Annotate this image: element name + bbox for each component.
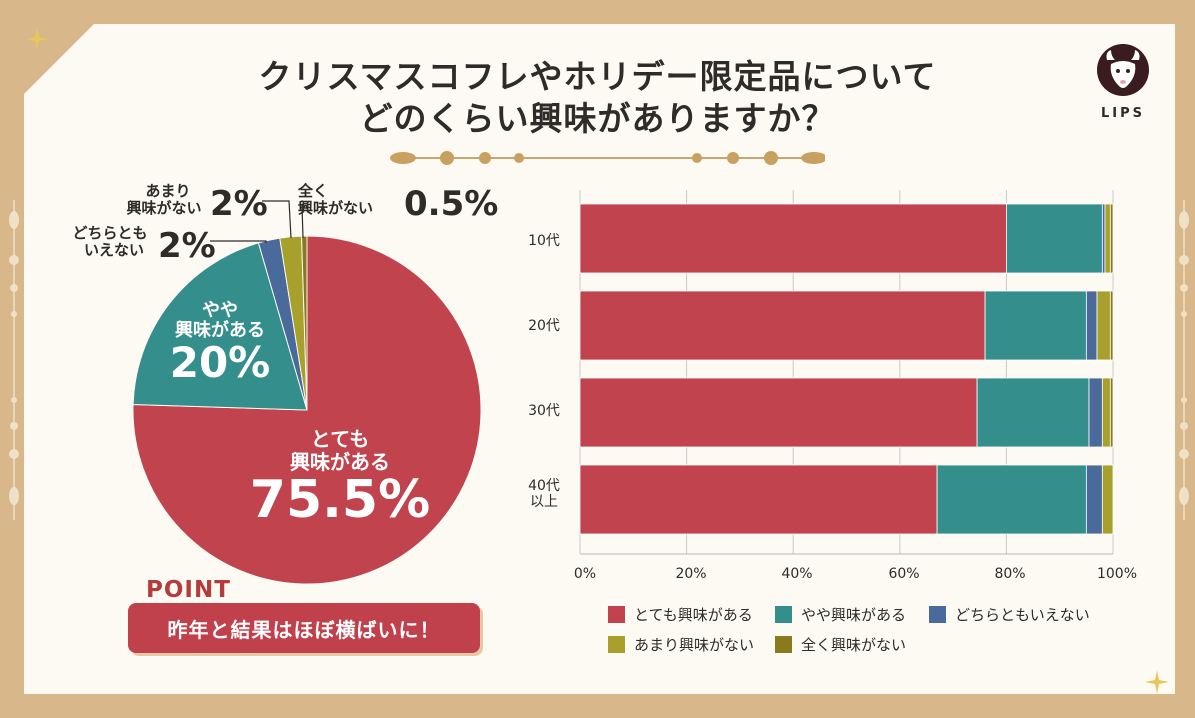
legend-item-neutral: どちらともいえない bbox=[929, 605, 1090, 624]
pie-slice-none bbox=[301, 235, 308, 411]
y-label-10s: 10代 bbox=[528, 233, 560, 249]
y-label-20s: 20代 bbox=[528, 318, 560, 334]
bar-notmuch-1 bbox=[1096, 290, 1111, 361]
x-tick-100: 100% bbox=[1096, 566, 1138, 582]
sparkle-top-left-icon bbox=[26, 28, 48, 50]
point-callout: 昨年と結果はほぼ横ばいに！ bbox=[128, 603, 480, 653]
legend-swatch-none bbox=[775, 635, 792, 653]
sparkle-bottom-right-icon bbox=[1145, 670, 1169, 694]
bar-some-1 bbox=[984, 290, 1087, 361]
bar-neutral-1 bbox=[1085, 290, 1098, 361]
left-ornament-icon bbox=[9, 200, 19, 520]
x-tick-80: 80% bbox=[994, 566, 1026, 582]
y-label-30s: 30代 bbox=[528, 403, 560, 419]
label-neutral-line1: どちらとも bbox=[72, 224, 148, 242]
legend-item-notmuch: あまり興味がない bbox=[608, 635, 754, 654]
bar-notmuch-2 bbox=[1101, 377, 1111, 448]
label-some-pct: 20% bbox=[169, 338, 271, 387]
bar-very-2 bbox=[579, 377, 978, 448]
legend-item-none: 全く興味がない bbox=[775, 635, 906, 654]
y-label-40s: 40代 以上 bbox=[528, 478, 560, 511]
label-none-pct: 0.5% bbox=[404, 184, 499, 224]
x-tick-60: 60% bbox=[888, 566, 920, 582]
label-notmuch-pct: 2% bbox=[210, 184, 268, 224]
pie-slice-some bbox=[132, 242, 308, 411]
bar-very-0 bbox=[579, 203, 1007, 274]
leader-line-neutral bbox=[210, 240, 267, 243]
leader-line-notmuch bbox=[262, 200, 292, 239]
legend-swatch-notmuch bbox=[608, 635, 625, 653]
bar-none-0 bbox=[1109, 203, 1114, 274]
label-neutral-pct: 2% bbox=[158, 226, 216, 266]
x-tick-40: 40% bbox=[781, 566, 813, 582]
leader-line-none bbox=[298, 204, 304, 239]
bar-some-2 bbox=[976, 377, 1090, 448]
label-very-line1: とても bbox=[310, 427, 370, 451]
legend-swatch-neutral bbox=[929, 605, 946, 623]
bar-very-1 bbox=[579, 290, 986, 361]
label-notmuch-line2: 興味がない bbox=[126, 199, 202, 217]
label-none-line2: 興味がない bbox=[298, 199, 374, 217]
bar-notmuch-0 bbox=[1104, 203, 1111, 274]
bar-neutral-2 bbox=[1088, 377, 1103, 448]
x-tick-0: 0% bbox=[573, 566, 597, 582]
logo-text: LIPS bbox=[1100, 106, 1145, 121]
bar-none-1 bbox=[1109, 290, 1114, 361]
lips-deer-logo-icon bbox=[1097, 44, 1149, 96]
x-tick-20: 20% bbox=[675, 566, 707, 582]
bar-some-3 bbox=[936, 464, 1087, 535]
bar-none-2 bbox=[1109, 377, 1114, 448]
label-some-line2: 興味がある bbox=[175, 320, 265, 341]
legend-item-very: とても興味がある bbox=[608, 605, 753, 624]
title-line-2: どのくらい興味がありますか？ bbox=[359, 99, 836, 138]
bar-very-3 bbox=[579, 464, 938, 535]
label-very-line2: 興味がある bbox=[290, 450, 390, 474]
legend-swatch-very bbox=[608, 605, 625, 623]
right-ornament-icon bbox=[1179, 200, 1189, 520]
label-notmuch-line1: あまり bbox=[145, 182, 191, 200]
label-neutral-line2: いえない bbox=[83, 241, 144, 259]
title-line-1: クリスマスコフレやホリデー限定品について bbox=[258, 57, 937, 96]
label-very-pct: 75.5% bbox=[249, 470, 431, 530]
bar-neutral-3 bbox=[1085, 464, 1103, 535]
bar-notmuch-3 bbox=[1101, 464, 1114, 535]
label-none-line1: 全く bbox=[298, 182, 329, 200]
legend-swatch-some bbox=[775, 605, 792, 623]
point-text: 昨年と結果はほぼ横ばいに！ bbox=[167, 617, 441, 642]
legend-item-some: やや興味がある bbox=[775, 605, 906, 624]
title-divider-ornament bbox=[390, 151, 825, 165]
label-some-line1: やや bbox=[202, 300, 238, 321]
bar-some-0 bbox=[1006, 203, 1103, 274]
point-label: POINT bbox=[146, 577, 231, 603]
